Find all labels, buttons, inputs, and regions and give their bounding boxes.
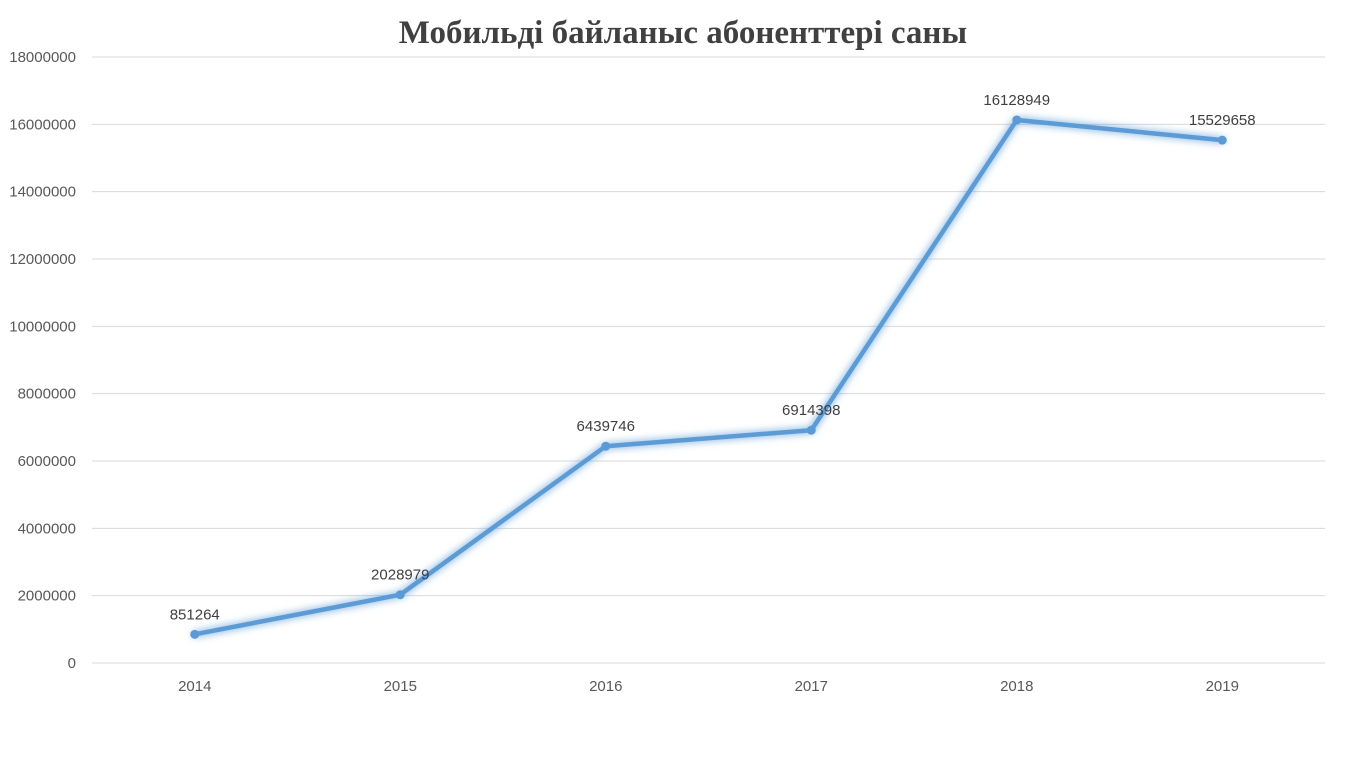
data-point xyxy=(1217,135,1227,145)
x-tick-label: 2015 xyxy=(384,678,417,695)
data-labels: 851264 2028979 6439746 6914398 16128949 15529… xyxy=(170,92,1256,623)
y-tick-label: 4000000 xyxy=(18,520,76,537)
series-line-group xyxy=(190,115,1227,639)
y-tick-label: 10000000 xyxy=(9,318,76,335)
chart-title: Мобильді байланыс абоненттері саны xyxy=(399,15,967,51)
y-tick-label: 0 xyxy=(68,655,76,672)
gridlines xyxy=(92,56,1325,664)
y-tick-label: 14000000 xyxy=(9,184,76,201)
data-point xyxy=(190,629,200,639)
data-label: 16128949 xyxy=(983,92,1050,109)
y-tick-label: 2000000 xyxy=(18,588,76,605)
series-line xyxy=(192,117,1225,637)
y-tick-label: 8000000 xyxy=(18,386,76,403)
data-point xyxy=(806,425,816,435)
y-tick-label: 18000000 xyxy=(9,49,76,66)
data-label: 2028979 xyxy=(371,567,429,584)
data-label: 851264 xyxy=(170,606,220,623)
data-label: 6914398 xyxy=(782,402,840,419)
x-tick-label: 2017 xyxy=(795,678,828,695)
x-tick-label: 2019 xyxy=(1206,678,1239,695)
data-point xyxy=(1012,115,1022,125)
y-axis-tick-labels: 0 2000000 4000000 6000000 8000000 10000000 120… xyxy=(9,49,76,672)
data-point xyxy=(395,590,405,600)
data-label: 6439746 xyxy=(577,418,635,435)
y-tick-label: 6000000 xyxy=(18,453,76,470)
x-tick-label: 2014 xyxy=(178,678,211,695)
x-tick-label: 2016 xyxy=(589,678,622,695)
y-tick-label: 16000000 xyxy=(9,116,76,133)
y-tick-label: 12000000 xyxy=(9,251,76,268)
data-point xyxy=(601,441,611,451)
x-tick-label: 2018 xyxy=(1000,678,1033,695)
x-axis-tick-labels: 2014 2015 2016 2017 2018 2019 xyxy=(178,678,1239,695)
data-label: 15529658 xyxy=(1189,112,1256,129)
